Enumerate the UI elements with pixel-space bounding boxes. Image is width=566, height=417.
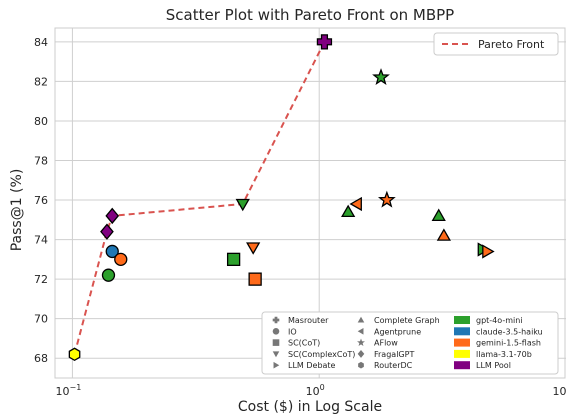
legend-marker-triangle-right [273,361,280,369]
point-triangle-left [349,196,362,212]
legend-model-swatch [454,316,470,324]
point-triangle-up [431,208,446,222]
x-tick-labels: 10−1 100 101 [56,383,566,398]
legend-marker-triangle-left [357,328,364,335]
legend-model-label: gpt-4o-mini [476,316,523,325]
y-tick-labels: 68 70 72 74 76 78 80 82 84 [34,36,48,365]
method-model-legend: Masrouter IO SC(CoT) SC(ComplexCoT) LLM Deba… [261,311,559,375]
x-tick-label: 10−1 [56,383,82,398]
legend-model-swatch [454,338,470,347]
y-tick-label: 82 [34,75,48,88]
point-circle [101,268,116,282]
point-triangle-up [436,228,452,241]
legend-method-label: SC(CoT) [288,339,320,348]
legend-method-label: IO [288,327,297,336]
legend-model-label: claude-3.5-haiku [476,327,543,336]
legend-model-swatch [454,349,470,358]
y-tick-label: 74 [34,234,48,247]
data-points [68,34,495,362]
point-circle [105,244,119,259]
pareto-legend-box [433,32,559,56]
pareto-legend-label: Pareto Front [478,38,545,51]
point-diamond [105,207,120,225]
point-triangle-down [246,242,261,255]
plot-frame [54,27,566,379]
legend-marker-plus [272,316,280,324]
legend-marker-triangle-up [357,316,365,323]
legend-marker-circle [272,328,280,335]
legend-marker-diamond [357,349,365,358]
y-tick-label: 70 [34,313,48,326]
y-tick-label: 68 [34,352,48,365]
y-tick-label: 84 [34,36,48,49]
point-hexagon [68,347,81,362]
point-circle [114,252,128,267]
legend-model-label: LLM Pool [476,361,511,370]
legend-model-label: gemini-1.5-flash [476,339,541,348]
legend-method-label: Masrouter [288,316,329,325]
pareto-legend: Pareto Front [433,32,559,56]
y-axis-label: Pass@1 (%) [9,169,25,252]
point-square [248,272,262,286]
point-triangle-right [482,244,495,259]
legend-model-swatch [454,327,470,336]
method-legend-box [261,311,559,375]
point-star [372,68,390,85]
legend-method-label: Complete Graph [374,316,440,325]
y-tick-label: 76 [34,194,48,207]
point-diamond [100,223,114,240]
y-tick-label: 72 [34,273,48,286]
legend-method-label: SC(ComplexCoT) [288,350,355,359]
legend-marker-triangle-down [272,351,280,358]
legend-method-label: FragalGPT [374,350,414,359]
point-triangle-up [341,204,356,218]
legend-marker-star [357,338,365,346]
legend-marker-hexagon [358,361,364,369]
legend-method-label: RouterDC [374,361,413,370]
point-triangle-down [235,198,250,212]
x-tick-label: 101 [552,383,566,398]
point-square [226,252,241,267]
point-star [377,190,396,208]
point-plus [316,34,333,50]
x-axis-label: Cost ($) in Log Scale [238,399,382,415]
legend-method-label: Agentprune [374,327,421,336]
y-tick-label: 78 [34,154,48,167]
legend-model-label: llama-3.1-70b [476,350,532,359]
legend-marker-square [272,339,280,346]
legend-method-label: LLM Debate [288,361,336,370]
x-tick-label: 100 [306,383,325,398]
y-tick-label: 80 [34,115,48,128]
chart-title: Scatter Plot with Pareto Front on MBPP [166,6,454,24]
legend-method-label: AFlow [374,339,398,348]
legend-model-swatch [454,361,470,370]
